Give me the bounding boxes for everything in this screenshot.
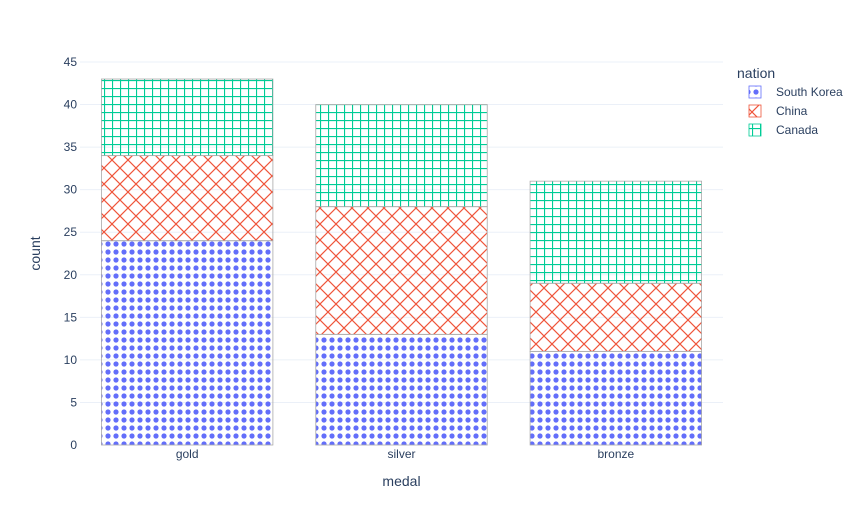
legend-label[interactable]: Canada	[776, 123, 818, 137]
y-tick-label: 30	[64, 183, 78, 197]
y-axis-title: count	[27, 236, 43, 270]
y-tick-label: 35	[64, 140, 78, 154]
x-tick-label: silver	[387, 447, 415, 461]
bar-canada-bronze[interactable]	[529, 180, 702, 284]
x-axis-title: medal	[382, 473, 420, 489]
y-tick-label: 20	[64, 268, 78, 282]
bar-canada-silver[interactable]	[315, 104, 488, 208]
x-axis-ticks: gold silver bronze	[176, 447, 635, 461]
y-tick-label: 25	[64, 225, 78, 239]
bar-china-bronze[interactable]	[529, 282, 702, 352]
y-tick-label: 15	[64, 310, 78, 324]
bar-canada-gold[interactable]	[101, 78, 274, 157]
y-tick-label: 5	[70, 395, 77, 409]
legend-swatch[interactable]	[748, 104, 762, 118]
y-tick-label: 45	[64, 55, 78, 69]
bar-china-gold[interactable]	[101, 155, 274, 242]
y-tick-label: 40	[64, 98, 78, 112]
x-tick-label: gold	[176, 447, 199, 461]
bar-south-korea-bronze[interactable]	[529, 350, 702, 446]
y-tick-label: 0	[70, 438, 77, 452]
legend-title: nation	[737, 65, 775, 81]
bar-south-korea-silver[interactable]	[315, 333, 488, 446]
legend-label[interactable]: China	[776, 104, 808, 118]
bar-south-korea-gold[interactable]	[101, 240, 274, 446]
bars	[101, 78, 702, 446]
y-axis-ticks: 0 5 10 15 20 25 30 35 40 45	[64, 55, 78, 452]
legend-swatch[interactable]	[748, 123, 762, 137]
legend-label[interactable]: South Korea	[776, 85, 843, 99]
legend-swatch[interactable]	[748, 85, 762, 99]
legend: nation South Korea China Canada	[737, 65, 843, 137]
y-tick-label: 10	[64, 353, 78, 367]
x-tick-label: bronze	[597, 447, 634, 461]
bar-china-silver[interactable]	[315, 206, 488, 335]
